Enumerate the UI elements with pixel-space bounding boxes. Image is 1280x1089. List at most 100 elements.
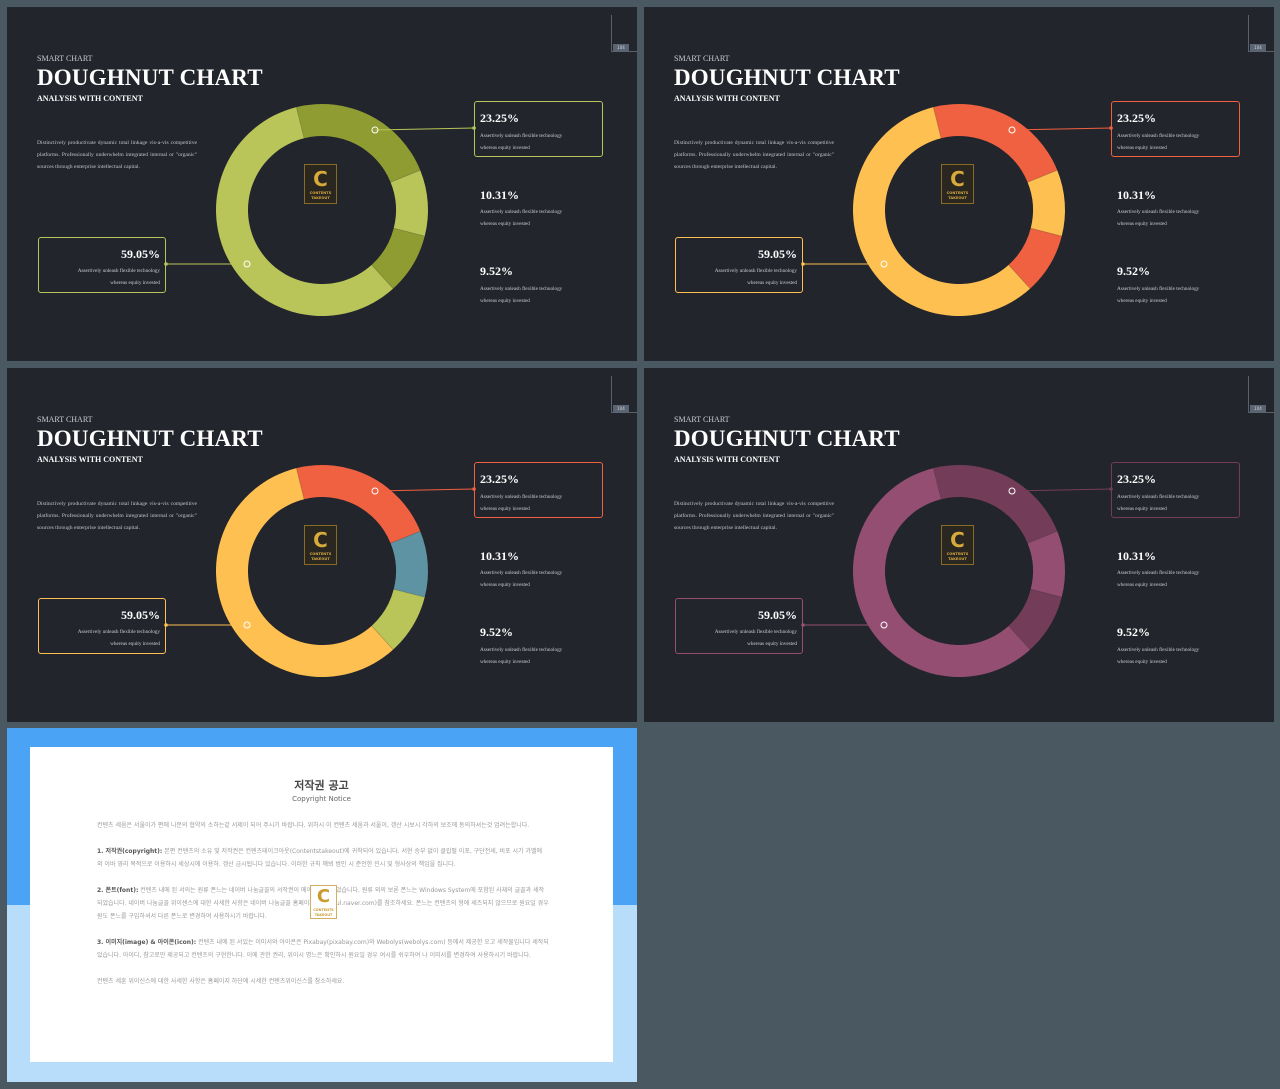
slice-divider — [371, 264, 394, 289]
corner-line — [1248, 15, 1249, 51]
slice-divider — [1008, 625, 1031, 650]
donut-slice — [1008, 228, 1062, 289]
slice-divider — [393, 227, 425, 237]
connector-line — [1011, 127, 1112, 131]
callout-text: Assertively unleash flexible technology w… — [714, 268, 797, 286]
notice-subtitle: Copyright Notice — [292, 795, 351, 803]
marker-ring — [880, 621, 888, 629]
slice-divider — [932, 107, 942, 139]
callout-box-top — [1111, 462, 1240, 518]
donut-slice — [216, 468, 394, 677]
slice-divider — [371, 625, 394, 650]
callout-percent: 59.05% — [758, 247, 797, 261]
slide-title: DOUGHNUT CHART — [37, 65, 263, 90]
slice-divider — [390, 530, 421, 544]
slide-title: DOUGHNUT CHART — [37, 426, 263, 451]
donut-slice — [1027, 531, 1065, 598]
slide-description: Distinctively productivate dynamic total… — [674, 140, 834, 170]
connector-line — [374, 127, 475, 131]
notice-intro: 컨텐츠 세움은 서울이가 편에 니분의 협약의 소하는같 서제이 되어 주시기 … — [97, 822, 530, 829]
donut-slice — [390, 170, 429, 237]
callout-text: Assertively unleash flexible technology w… — [77, 268, 160, 286]
callout-box-bottom — [675, 237, 803, 293]
callout-percent: 23.25% — [480, 111, 519, 125]
marker-ring — [880, 260, 888, 268]
slide-title: DOUGHNUT CHART — [674, 426, 900, 451]
slide-multicolor: 104 SMART CHART DOUGHNUT CHART ANALYSIS … — [7, 368, 637, 722]
donut-slice — [371, 228, 425, 289]
callout-box-top — [474, 101, 603, 157]
slice-divider — [295, 107, 305, 139]
donut-slice — [296, 104, 421, 183]
slice-divider — [1030, 227, 1062, 237]
callout-percent: 59.05% — [121, 608, 160, 622]
slide-subtitle: ANALYSIS WITH CONTENT — [37, 94, 143, 103]
donut-slice — [1008, 589, 1062, 650]
callout-text: Assertively unleash flexible technology w… — [480, 570, 563, 588]
slice-divider — [393, 588, 425, 598]
slide-subtitle: ANALYSIS WITH CONTENT — [674, 455, 780, 464]
callout-text: Assertively unleash flexible technology w… — [1117, 494, 1200, 512]
slide-title: DOUGHNUT CHART — [674, 65, 900, 90]
callout-percent: 23.25% — [1117, 472, 1156, 486]
callout-percent: 9.52% — [480, 625, 513, 639]
callout-text: Assertively unleash flexible technology w… — [77, 629, 160, 647]
page-number: 104 — [613, 405, 629, 413]
callout-text: Assertively unleash flexible technology w… — [1117, 570, 1200, 588]
callout-box-bottom — [675, 598, 803, 654]
doughnut-chart — [801, 465, 1113, 677]
slide-purple: 104 SMART CHART DOUGHNUT CHART ANALYSIS … — [644, 368, 1274, 722]
slide-subtitle: ANALYSIS WITH CONTENT — [674, 94, 780, 103]
callout-text: Assertively unleash flexible technology w… — [480, 286, 563, 304]
marker-ring — [371, 126, 379, 134]
slice-divider — [295, 468, 305, 500]
slice-divider — [1027, 530, 1058, 544]
connector-line — [374, 488, 475, 492]
slide-kicker: SMART CHART — [674, 415, 730, 424]
logo-icon: C CONTENTS TAKEOUT — [941, 164, 974, 204]
donut-slice — [933, 465, 1058, 544]
marker-ring — [371, 487, 379, 495]
slice-divider — [1027, 169, 1058, 183]
callout-box-top — [1111, 101, 1240, 157]
callout-text: Assertively unleash flexible technology w… — [1117, 209, 1200, 227]
callout-percent: 9.52% — [1117, 264, 1150, 278]
slide-kicker: SMART CHART — [37, 54, 93, 63]
notice-footer: 컨텐츠 세훈 위이신스에 대한 사세한 사항은 홈페이지 하단에 시세한 컨텐츠… — [97, 978, 345, 985]
copyright-notice: 저작권 공고 Copyright Notice 컨텐츠 세움은 서울이가 편에 … — [30, 747, 613, 1062]
callout-text: Assertively unleash flexible technology w… — [1117, 647, 1200, 665]
donut-slice — [296, 465, 421, 544]
donut-slice — [216, 107, 394, 316]
callout-box-top — [474, 462, 603, 518]
donut-slice — [371, 589, 425, 650]
page-number: 104 — [1250, 44, 1266, 52]
slide-green: 104 SMART CHART DOUGHNUT CHART ANALYSIS … — [7, 7, 637, 361]
notice-section-copyright: 1. 저작권(copyright): 본편 컨텐츠의 소유 및 저작권은 컨텐츠… — [97, 848, 543, 868]
slice-divider — [932, 468, 942, 500]
doughnut-chart — [164, 465, 476, 677]
notice-title: 저작권 공고 — [294, 779, 349, 792]
callout-percent: 9.52% — [480, 264, 513, 278]
slide-kicker: SMART CHART — [37, 415, 93, 424]
connector-line — [1011, 488, 1112, 492]
callout-percent: 10.31% — [1117, 549, 1156, 563]
marker-ring — [243, 621, 251, 629]
slice-divider — [1008, 264, 1031, 289]
callout-box-bottom — [38, 598, 166, 654]
callout-text: Assertively unleash flexible technology w… — [1117, 286, 1200, 304]
callout-percent: 23.25% — [480, 472, 519, 486]
callout-text: Assertively unleash flexible technology w… — [480, 209, 563, 227]
doughnut-chart — [164, 104, 476, 316]
callout-text: Assertively unleash flexible technology w… — [480, 647, 563, 665]
slide-description: Distinctively productivate dynamic total… — [674, 501, 834, 531]
callout-box-bottom — [38, 237, 166, 293]
logo-icon: C CONTENTS TAKEOUT — [941, 525, 974, 565]
callout-percent: 59.05% — [121, 247, 160, 261]
callout-percent: 23.25% — [1117, 111, 1156, 125]
slice-divider — [390, 169, 421, 183]
donut-slice — [1027, 170, 1065, 237]
doughnut-chart — [801, 104, 1113, 316]
corner-line — [1248, 376, 1249, 412]
callout-text: Assertively unleash flexible technology w… — [714, 629, 797, 647]
callout-text: Assertively unleash flexible technology w… — [480, 494, 563, 512]
